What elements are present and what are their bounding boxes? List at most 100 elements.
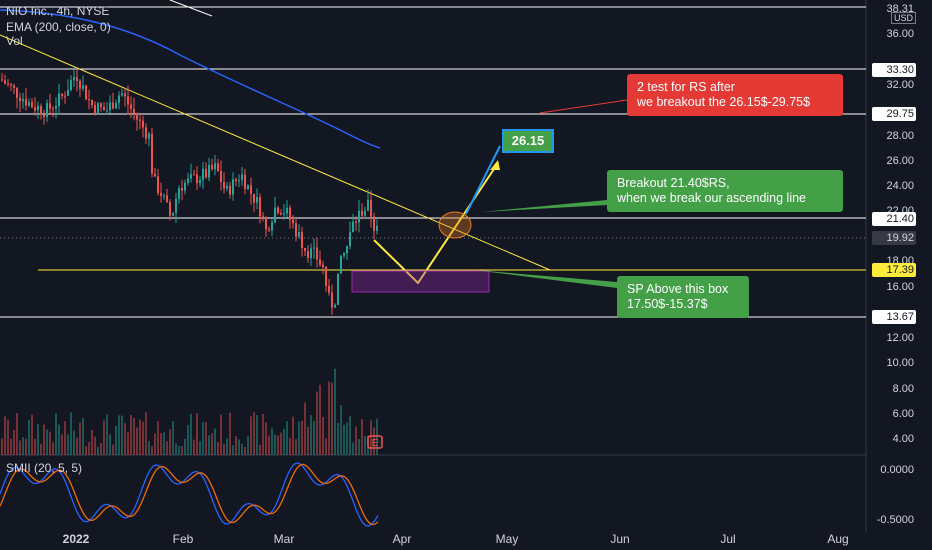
top-trend-line	[169, 0, 213, 17]
volume-bar	[229, 412, 231, 455]
volume-bar	[265, 422, 267, 455]
volume-bar	[181, 445, 183, 455]
volume-bar	[82, 417, 84, 455]
ema-line	[0, 9, 381, 149]
candle-body	[337, 273, 339, 305]
volume-bar	[166, 441, 168, 455]
support-note[interactable]: SP Above this box 17.50$-15.37$	[617, 276, 749, 318]
price-label: 12.00	[886, 332, 914, 344]
volume-bar	[247, 436, 249, 455]
candle-body	[193, 174, 195, 176]
volume-bar	[109, 434, 111, 455]
resistance-note[interactable]: 2 test for RS after we breakout the 26.1…	[627, 74, 843, 116]
volume-bar	[208, 435, 210, 455]
candle-body	[175, 199, 177, 213]
price-tag: 13.67	[872, 310, 916, 324]
candle-body	[184, 182, 186, 191]
candle-body	[163, 195, 165, 197]
volume-bar	[151, 446, 153, 455]
candle-body	[67, 90, 69, 96]
note-line: Breakout 21.40$RS,	[617, 176, 730, 190]
volume-bar	[253, 412, 255, 455]
candle-body	[331, 292, 333, 308]
candle-body	[349, 232, 351, 247]
candle-body	[223, 182, 225, 189]
candle-body	[154, 173, 156, 177]
candle-body	[214, 163, 216, 170]
price-label: 36.00	[886, 28, 914, 40]
volume-bar	[259, 444, 261, 455]
candle-body	[49, 103, 51, 109]
symbol-title[interactable]: NIO Inc., 4h, NYSE	[6, 4, 110, 18]
breakout-note[interactable]: Breakout 21.40$RS, when we break our asc…	[607, 170, 843, 212]
candle-body	[10, 83, 12, 86]
note-line: SP Above this box	[627, 282, 729, 296]
candle-body	[316, 247, 318, 260]
candle-body	[286, 207, 288, 214]
candle-body	[373, 216, 375, 231]
ema-legend[interactable]: EMA (200, close, 0)	[6, 20, 111, 34]
volume-bar	[286, 421, 288, 455]
candle-body	[43, 114, 45, 117]
candle-body	[61, 93, 63, 96]
volume-bar	[118, 415, 120, 455]
candle-body	[289, 207, 291, 220]
candle-body	[37, 106, 39, 111]
candle-body	[196, 174, 198, 184]
volume-bar	[235, 436, 237, 455]
volume-bar	[322, 416, 324, 455]
price-label: 10.00	[886, 357, 914, 369]
candle-body	[190, 174, 192, 179]
candle-body	[238, 180, 240, 182]
volume-bar	[187, 425, 189, 455]
smii-legend[interactable]: SMII (20, 5, 5)	[6, 461, 83, 475]
volume-bar	[241, 443, 243, 455]
candle-body	[217, 163, 219, 172]
volume-bar	[163, 432, 165, 455]
candle-body	[145, 127, 147, 139]
volume-bar	[67, 434, 69, 455]
smii-signal-line	[0, 463, 379, 526]
candle-body	[301, 232, 303, 248]
candle-body	[304, 247, 306, 251]
volume-bar	[334, 368, 336, 455]
volume-bar	[52, 442, 54, 455]
volume-bar	[73, 430, 75, 455]
candle-body	[274, 207, 276, 223]
target-badge[interactable]: 26.15	[502, 129, 554, 153]
price-label: 26.00	[886, 155, 914, 167]
volume-bar	[361, 419, 363, 455]
note-line: 17.50$-15.37$	[627, 297, 708, 311]
candle-body	[34, 107, 36, 111]
candle-body	[76, 77, 78, 81]
candle-body	[265, 217, 267, 230]
volume-bar	[178, 445, 180, 455]
volume-bar	[280, 432, 282, 455]
volume-bar	[196, 413, 198, 455]
volume-bar	[295, 439, 297, 455]
volume-bar	[136, 427, 138, 455]
candle-body	[82, 85, 84, 89]
candle-body	[118, 95, 120, 104]
volume-bar	[358, 438, 360, 455]
volume-bar	[172, 421, 174, 455]
volume-bar	[301, 420, 303, 455]
candle-body	[28, 102, 30, 106]
price-tag-current: 19.92	[872, 231, 916, 245]
candle-body	[259, 197, 261, 217]
candle-body	[52, 108, 54, 110]
candle-body	[169, 202, 171, 216]
candle-body	[70, 80, 72, 91]
volume-bar	[250, 416, 252, 455]
candle-body	[106, 110, 108, 112]
candle-body	[181, 187, 183, 191]
candle-body	[100, 103, 102, 107]
candle-body	[58, 93, 60, 107]
candle-body	[310, 248, 312, 258]
candle-body	[151, 133, 153, 174]
volume-bar	[31, 414, 33, 455]
volume-bar	[190, 413, 192, 455]
volume-legend[interactable]: Vol	[6, 34, 23, 48]
volume-bar	[289, 438, 291, 455]
